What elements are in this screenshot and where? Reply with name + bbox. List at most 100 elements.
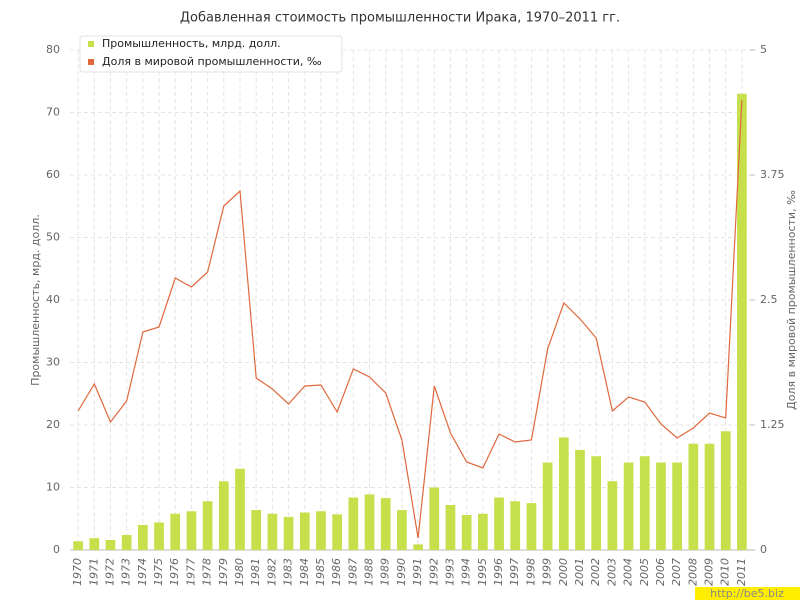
bar bbox=[186, 511, 197, 550]
bar bbox=[429, 487, 440, 550]
x-tick-label: 1984 bbox=[298, 558, 311, 586]
x-tick-label: 2003 bbox=[605, 558, 618, 586]
bar bbox=[575, 450, 585, 550]
x-tick-label: 1989 bbox=[379, 558, 392, 586]
bar bbox=[348, 497, 359, 550]
bar bbox=[121, 535, 132, 550]
x-tick-label: 1982 bbox=[265, 558, 278, 586]
x-tick-label: 2002 bbox=[589, 558, 602, 586]
x-tick-label: 2006 bbox=[654, 558, 667, 586]
x-tick-label: 2001 bbox=[573, 558, 586, 586]
bar bbox=[170, 513, 181, 550]
y2-tick-label: 2.5 bbox=[760, 293, 778, 306]
x-tick-label: 2004 bbox=[622, 558, 635, 586]
bar bbox=[332, 514, 342, 550]
y2-tick-label: 3.75 bbox=[760, 168, 785, 181]
x-tick-label: 1994 bbox=[460, 558, 473, 586]
bar bbox=[672, 462, 682, 550]
x-tick-label: 1981 bbox=[249, 558, 262, 586]
x-tick-label: 1976 bbox=[168, 558, 181, 586]
bar bbox=[639, 456, 650, 550]
x-tick-label: 1980 bbox=[233, 558, 246, 586]
x-tick-label: 1983 bbox=[282, 558, 295, 586]
x-tick-label: 2007 bbox=[670, 558, 683, 586]
x-tick-label: 1974 bbox=[136, 558, 149, 586]
bar bbox=[526, 503, 537, 550]
bar bbox=[591, 456, 602, 550]
legend-label: Доля в мировой промышленности, ‰ bbox=[102, 55, 322, 68]
bar bbox=[299, 512, 310, 550]
x-tick-label: 1998 bbox=[524, 558, 537, 586]
bar bbox=[105, 540, 116, 550]
bar bbox=[461, 515, 472, 550]
legend-swatch bbox=[88, 59, 94, 65]
x-tick-label: 2000 bbox=[557, 558, 570, 586]
y-tick-label: 50 bbox=[46, 231, 60, 244]
x-tick-label: 1992 bbox=[427, 558, 440, 586]
x-tick-label: 2008 bbox=[686, 558, 699, 586]
y2-tick-label: 5 bbox=[760, 43, 767, 56]
x-tick-label: 1987 bbox=[346, 558, 359, 586]
bar bbox=[316, 511, 326, 550]
x-tick-label: 1999 bbox=[541, 558, 554, 586]
y-tick-label: 0 bbox=[53, 543, 60, 556]
line bbox=[77, 99, 743, 539]
x-tick-label: 2010 bbox=[719, 558, 732, 586]
x-tick-label: 2005 bbox=[638, 558, 651, 586]
y-tick-label: 70 bbox=[46, 106, 60, 119]
bar bbox=[704, 443, 715, 550]
y-tick-label: 30 bbox=[46, 356, 60, 369]
bar bbox=[138, 525, 148, 550]
x-tick-label: 2011 bbox=[735, 558, 748, 586]
x-tick-label: 1972 bbox=[103, 558, 116, 586]
y-tick-label: 80 bbox=[46, 43, 60, 56]
x-tick-label: 1993 bbox=[443, 558, 456, 586]
chart-title: Добавленная стоимость промышленности Ира… bbox=[180, 11, 620, 26]
bar bbox=[478, 513, 488, 550]
bar bbox=[445, 505, 456, 550]
x-tick-label: 1973 bbox=[120, 558, 133, 586]
x-tick-label: 1988 bbox=[363, 558, 376, 586]
x-tick-label: 1978 bbox=[201, 558, 214, 586]
x-tick-label: 1991 bbox=[411, 558, 424, 586]
bar bbox=[607, 481, 618, 550]
x-tick-label: 2009 bbox=[703, 558, 716, 586]
y-tick-label: 20 bbox=[46, 418, 60, 431]
bar bbox=[202, 501, 213, 550]
bar bbox=[510, 501, 521, 550]
bar bbox=[89, 538, 100, 550]
bar bbox=[364, 494, 375, 550]
bar bbox=[688, 443, 699, 550]
x-tick-label: 1990 bbox=[395, 558, 408, 586]
x-tick-label: 1975 bbox=[152, 558, 165, 586]
legend: Промышленность, млрд. долл. Доля в мирово… bbox=[79, 35, 343, 73]
bar bbox=[283, 516, 294, 550]
bar bbox=[623, 462, 634, 550]
bar bbox=[218, 481, 229, 550]
y-tick-label: 60 bbox=[46, 168, 60, 181]
x-tick-label: 1997 bbox=[508, 558, 521, 586]
y2-tick-label: 1.25 bbox=[760, 418, 785, 431]
y-tick-label: 40 bbox=[46, 293, 60, 306]
bar bbox=[494, 497, 504, 550]
bar bbox=[73, 541, 83, 550]
bar bbox=[267, 513, 278, 550]
x-tick-label: 1971 bbox=[87, 558, 100, 586]
x-tick-label: 1977 bbox=[184, 558, 197, 586]
watermark-bg bbox=[695, 587, 800, 600]
x-tick-label: 1979 bbox=[217, 558, 230, 586]
y-tick-label: 10 bbox=[46, 481, 60, 494]
y2-axis-title: Доля в мировой промышленности, ‰ bbox=[785, 190, 798, 410]
legend-box bbox=[79, 35, 343, 73]
bar bbox=[235, 468, 245, 550]
bar bbox=[656, 462, 666, 550]
bar bbox=[737, 93, 747, 550]
x-tick-label: 1970 bbox=[71, 558, 84, 586]
bar bbox=[720, 431, 731, 550]
legend-swatch bbox=[88, 41, 94, 47]
bar bbox=[413, 544, 423, 550]
watermark: http://be5.biz bbox=[710, 587, 784, 600]
y2-tick-label: 0 bbox=[760, 543, 767, 556]
y-axis-title: Промышленность, мрд. долл. bbox=[29, 214, 42, 386]
